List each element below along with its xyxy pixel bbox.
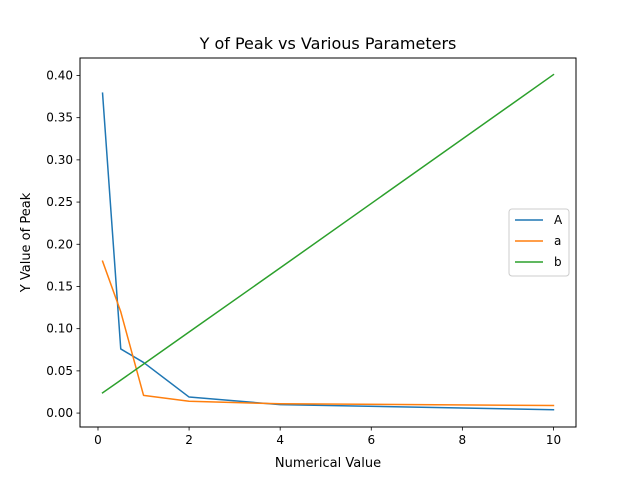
y-axis-label: Y Value of Peak [19, 192, 34, 293]
y-tick-label: 0.30 [46, 153, 73, 167]
plot-frame [79, 57, 577, 428]
series-line-A [101, 92, 555, 411]
x-tick-label: 10 [546, 433, 561, 447]
x-tick-label: 0 [94, 433, 102, 447]
y-tick-label: 0.35 [46, 111, 73, 125]
x-axis-label: Numerical Value [275, 456, 381, 471]
legend-label-b: b [554, 255, 562, 269]
x-tick-label: 8 [459, 433, 467, 447]
y-axis-ticks: 0.00 0.05 0.10 0.15 0.20 0.25 0.30 0.35 0.40 [46, 68, 80, 420]
y-tick-label: 0.20 [46, 237, 73, 251]
y-tick-label: 0.25 [46, 195, 73, 209]
legend-box [508, 208, 570, 277]
y-tick-label: 0.05 [46, 364, 73, 378]
legend-label-a: a [554, 234, 561, 248]
x-axis-ticks: 0 2 4 6 8 10 [94, 427, 561, 447]
series-line-a [101, 260, 555, 407]
y-tick-label: 0.10 [46, 322, 73, 336]
series-line-b [101, 73, 555, 394]
chart-title: Y of Peak vs Various Parameters [199, 34, 457, 53]
plot-lines [101, 73, 555, 411]
y-tick-label: 0.00 [46, 406, 73, 420]
legend-label-A: A [554, 213, 563, 227]
x-tick-label: 6 [367, 433, 375, 447]
x-tick-label: 2 [185, 433, 193, 447]
y-tick-label: 0.40 [46, 68, 73, 82]
legend: Aab [508, 208, 570, 277]
x-tick-label: 4 [276, 433, 284, 447]
y-tick-label: 0.15 [46, 279, 73, 293]
